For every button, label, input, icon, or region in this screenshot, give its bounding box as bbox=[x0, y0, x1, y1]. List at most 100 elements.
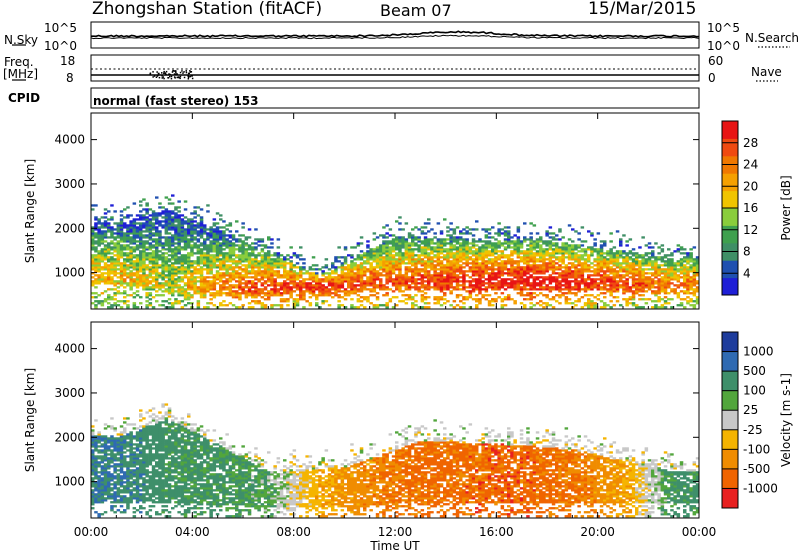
power-cell bbox=[289, 290, 293, 293]
power-cell bbox=[97, 228, 101, 231]
power-cell bbox=[222, 282, 226, 285]
power-cell bbox=[391, 258, 396, 261]
power-cell bbox=[142, 198, 146, 201]
power-cell bbox=[615, 286, 620, 289]
power-cell bbox=[628, 288, 633, 291]
power-cell bbox=[353, 292, 357, 295]
power-cell bbox=[174, 212, 178, 215]
power-cell bbox=[283, 282, 287, 285]
power-cell bbox=[215, 274, 220, 277]
power-cell bbox=[519, 268, 524, 271]
power-cell bbox=[251, 286, 255, 289]
power-cell bbox=[468, 248, 473, 251]
power-cell bbox=[187, 226, 191, 229]
power-cell bbox=[145, 246, 149, 249]
power-cell bbox=[97, 276, 101, 279]
freq-dot bbox=[158, 72, 160, 75]
power-cell bbox=[545, 268, 549, 271]
power-cell bbox=[295, 272, 300, 275]
power-cell bbox=[244, 252, 249, 255]
power-cell bbox=[651, 250, 655, 253]
power-cell bbox=[315, 274, 319, 277]
power-cell bbox=[286, 304, 290, 307]
power-cell bbox=[129, 294, 133, 297]
power-cell bbox=[113, 250, 117, 253]
power-cell bbox=[395, 236, 399, 239]
power-cell bbox=[199, 272, 204, 275]
power-cell bbox=[535, 264, 540, 267]
power-cell bbox=[449, 254, 453, 257]
power-cell bbox=[254, 290, 258, 293]
power-cell bbox=[295, 274, 300, 277]
power-cell bbox=[471, 246, 476, 249]
power-cell bbox=[155, 238, 159, 241]
power-cell bbox=[196, 280, 201, 283]
power-cell bbox=[196, 234, 201, 237]
power-cell bbox=[151, 278, 156, 281]
power-cell bbox=[609, 270, 613, 273]
power-cell bbox=[203, 296, 207, 299]
power-cell bbox=[494, 246, 498, 249]
power-cell bbox=[299, 280, 303, 283]
power-cell bbox=[337, 266, 341, 269]
power-cell bbox=[660, 290, 665, 293]
power-cell bbox=[219, 226, 223, 229]
power-cell bbox=[398, 260, 402, 263]
power-cell bbox=[129, 214, 133, 217]
freq-dot bbox=[170, 77, 173, 80]
power-cell bbox=[209, 282, 213, 285]
power-cell bbox=[110, 204, 114, 207]
power-cell bbox=[215, 242, 220, 245]
power-cell bbox=[443, 244, 447, 247]
power-cell bbox=[382, 240, 386, 243]
power-cell bbox=[683, 270, 687, 273]
power-cell bbox=[363, 298, 367, 301]
power-cell bbox=[526, 238, 530, 241]
power-cell bbox=[510, 272, 514, 275]
power-cell bbox=[683, 306, 687, 309]
power-cell bbox=[503, 248, 508, 251]
power-cell bbox=[449, 250, 453, 253]
power-cell bbox=[193, 278, 197, 281]
power-cell bbox=[110, 282, 114, 285]
power-cell bbox=[587, 260, 591, 263]
power-cell bbox=[103, 240, 108, 243]
power-cell bbox=[327, 274, 332, 277]
power-cell bbox=[103, 266, 108, 269]
noise-panel-frame bbox=[90, 21, 700, 49]
power-cell bbox=[468, 280, 473, 283]
power-cell bbox=[171, 280, 175, 283]
power-cell bbox=[414, 226, 418, 229]
power-cell bbox=[222, 292, 226, 295]
power-cell bbox=[628, 302, 633, 305]
freq-dot bbox=[191, 75, 193, 77]
power-cell bbox=[251, 296, 255, 299]
power-cell bbox=[311, 292, 316, 295]
power-cell bbox=[113, 274, 117, 277]
power-cell bbox=[228, 272, 233, 275]
power-cell bbox=[519, 292, 524, 295]
power-cell bbox=[683, 260, 687, 263]
freq-dot bbox=[163, 77, 165, 80]
power-cell bbox=[171, 294, 175, 297]
power-cell bbox=[212, 274, 217, 277]
power-cell bbox=[478, 248, 482, 251]
power-cell bbox=[126, 236, 130, 239]
power-cell bbox=[414, 272, 418, 275]
power-cell bbox=[190, 274, 194, 277]
power-cell bbox=[372, 252, 377, 255]
power-cell bbox=[100, 300, 105, 303]
power-cell bbox=[459, 256, 463, 259]
power-cell bbox=[631, 274, 636, 277]
power-cell bbox=[583, 252, 588, 255]
power-cell bbox=[174, 208, 178, 211]
power-cell bbox=[94, 236, 98, 239]
power-cell bbox=[327, 290, 332, 293]
power-cell bbox=[548, 232, 553, 235]
power-cell bbox=[542, 256, 546, 259]
power-cell bbox=[180, 258, 185, 261]
power-cell bbox=[571, 270, 575, 273]
power-cell bbox=[151, 234, 156, 237]
power-cell bbox=[247, 272, 252, 275]
